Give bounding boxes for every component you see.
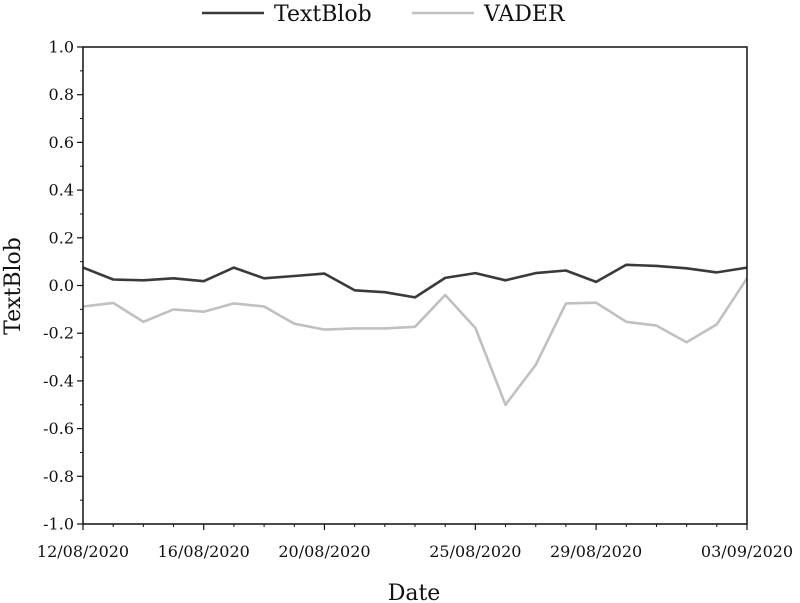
x-tick-label: 20/08/2020 bbox=[278, 542, 370, 561]
axes: -1.0 -0.8 -0.6 -0.4 -0.2 0.0 0.2 0.4 0.6 0.8 1.0 12… bbox=[37, 38, 793, 562]
series-layer bbox=[82, 263, 749, 407]
y-tick-label: -0.8 bbox=[43, 467, 74, 486]
legend-label-vader: VADER bbox=[483, 2, 566, 27]
x-tick-label: 25/08/2020 bbox=[429, 542, 521, 561]
y-tick-label: -0.2 bbox=[43, 324, 74, 343]
y-tick-label: 0.8 bbox=[49, 85, 74, 104]
x-tick-label: 16/08/2020 bbox=[158, 542, 250, 561]
y-tick-label: 1.0 bbox=[49, 38, 74, 57]
x-tick-label: 29/08/2020 bbox=[550, 542, 642, 561]
x-axis-title: Date bbox=[388, 581, 441, 603]
x-tick-label: 03/09/2020 bbox=[701, 542, 793, 561]
y-tick-label: 0.0 bbox=[49, 276, 74, 295]
y-tick-label: 0.2 bbox=[49, 228, 74, 247]
y-axis-title: TextBlob bbox=[1, 237, 26, 335]
legend-label-textblob: TextBlob bbox=[274, 2, 372, 27]
y-tick-label: 0.4 bbox=[49, 181, 74, 200]
y-tick-label: -0.4 bbox=[43, 371, 74, 390]
series-line-vader bbox=[82, 277, 749, 407]
y-tick-label: -1.0 bbox=[43, 515, 74, 534]
y-tick-label: 0.6 bbox=[49, 133, 74, 152]
legend: TextBlob VADER bbox=[202, 2, 566, 27]
series-line-textblob bbox=[82, 263, 748, 299]
y-tick-label: -0.6 bbox=[43, 419, 74, 438]
x-tick-label: 12/08/2020 bbox=[37, 542, 129, 561]
plot-frame bbox=[82, 46, 748, 525]
